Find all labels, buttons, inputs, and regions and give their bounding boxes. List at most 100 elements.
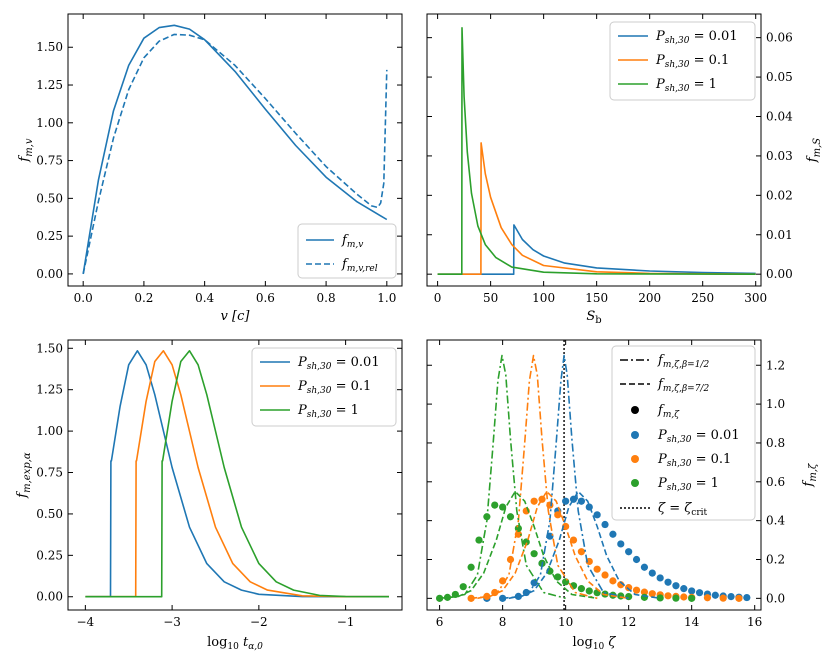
y-tick-label: 0.4 <box>766 514 785 528</box>
data-point <box>625 584 633 592</box>
data-point <box>530 550 538 558</box>
x-tick-label: 0 <box>434 291 442 305</box>
curves <box>437 26 756 276</box>
series-line <box>85 349 390 598</box>
legend-swatch-p1 <box>631 479 639 487</box>
x-tick-label: 1.0 <box>377 291 396 305</box>
data-point <box>727 592 735 601</box>
y-tick-label: 0.2 <box>766 552 785 566</box>
y-tick-label: 0.0 <box>766 591 785 605</box>
x-tick-label: 6 <box>436 615 444 629</box>
y-tick-label: 1.50 <box>36 40 63 54</box>
x-axis-label: log10 tα,0 <box>207 635 263 652</box>
data-point <box>664 592 672 600</box>
data-point <box>436 594 444 602</box>
data-point <box>499 503 507 511</box>
y-tick-label: 0.01 <box>766 228 793 242</box>
data-point <box>632 586 641 594</box>
data-point <box>640 593 649 601</box>
data-point <box>695 589 704 597</box>
legend: fm,v fm,v,rel <box>297 223 397 279</box>
data-point <box>617 540 625 548</box>
x-tick-label: 200 <box>638 291 661 305</box>
data-point <box>648 590 656 598</box>
x-tick-label: 0.6 <box>256 291 275 305</box>
y-tick-label: 0.25 <box>36 229 63 243</box>
series-line <box>445 354 566 600</box>
plot-area <box>82 24 388 275</box>
axes-frame <box>67 339 403 611</box>
y-axis-label: fm,v <box>17 138 35 162</box>
data-point <box>680 593 688 601</box>
data-point <box>711 591 719 599</box>
data-point <box>475 536 483 544</box>
axes-frame <box>426 13 762 287</box>
legend-box <box>609 21 756 101</box>
axes-frame <box>426 339 762 611</box>
data-point <box>719 594 727 602</box>
data-point <box>648 569 656 577</box>
x-tick-label: 0.4 <box>195 291 214 305</box>
y-tick-label: 1.25 <box>36 383 63 397</box>
data-point <box>577 548 585 556</box>
data-point <box>672 582 680 590</box>
data-point <box>640 563 649 571</box>
data-point <box>562 497 570 505</box>
data-point <box>688 594 696 602</box>
data-point <box>703 594 712 602</box>
legend-swatch-p01 <box>631 455 639 463</box>
x-tick-label: −4 <box>76 615 94 629</box>
data-point <box>743 593 751 602</box>
y-axis-label: fm,S <box>805 138 823 163</box>
data-point <box>491 501 499 509</box>
series-line <box>508 354 629 600</box>
x-tick-label: 10 <box>558 615 573 629</box>
data-point <box>609 530 617 538</box>
data-point <box>593 511 601 519</box>
series-line <box>439 490 598 600</box>
y-tick-label: 1.25 <box>36 78 63 92</box>
series-line <box>437 142 756 276</box>
y-tick-label: 0.00 <box>36 590 63 604</box>
data-point <box>664 578 672 586</box>
data-point <box>483 592 491 601</box>
series-line <box>437 224 756 276</box>
ticks: 6 8 10 12 14 16 0.0 0.2 0.4 0.6 0.8 1.0 1.2 <box>427 340 785 629</box>
x-tick-label: −2 <box>250 615 268 629</box>
data-point <box>459 583 467 591</box>
data-point <box>577 497 585 505</box>
data-point <box>562 578 570 586</box>
x-tick-label: 150 <box>585 291 608 305</box>
y-tick-label: 0.6 <box>766 475 785 489</box>
data-point <box>530 497 538 505</box>
legend-box <box>251 347 397 427</box>
panel-time-distribution: −4 −3 −2 −1 0.00 0.25 0.50 0.75 1.00 1.25 1.50 log… <box>15 339 403 652</box>
ticks: 0.0 0.2 0.4 0.6 0.8 1.0 0.00 0.25 0.50 0.75 1.00 1.… <box>36 14 402 305</box>
x-tick-label: −1 <box>337 615 355 629</box>
y-tick-label: 0.75 <box>36 466 63 480</box>
data-point <box>569 495 578 503</box>
data-point <box>735 594 743 602</box>
ticks: 0 50 100 150 200 250 300 0.00 0.01 0.02 0.03 0.04 0.… <box>427 14 793 305</box>
legend-swatch-p001 <box>631 431 639 439</box>
data-point <box>554 511 562 519</box>
panel-zeta-distribution: 6 8 10 12 14 160.00.20.40.60.81.01.2 log10 ζ … <box>426 339 819 652</box>
data-point <box>609 577 617 585</box>
data-point <box>672 594 680 602</box>
data-point <box>656 574 664 582</box>
y-tick-label: 0.04 <box>766 109 793 123</box>
y-tick-label: 0.05 <box>766 70 793 84</box>
y-tick-label: 0.02 <box>766 188 793 202</box>
y-tick-label: 1.2 <box>766 358 785 372</box>
curves <box>85 349 390 598</box>
data-point <box>601 520 609 529</box>
plot-area <box>85 349 390 598</box>
y-tick-label: 0.75 <box>36 154 63 168</box>
legend-box <box>611 345 756 521</box>
plot-area <box>437 26 756 276</box>
x-tick-label: 0.8 <box>317 291 336 305</box>
x-axis-label: v [c] <box>221 309 251 324</box>
x-tick-label: 250 <box>691 291 714 305</box>
x-tick-label: 14 <box>684 615 700 629</box>
